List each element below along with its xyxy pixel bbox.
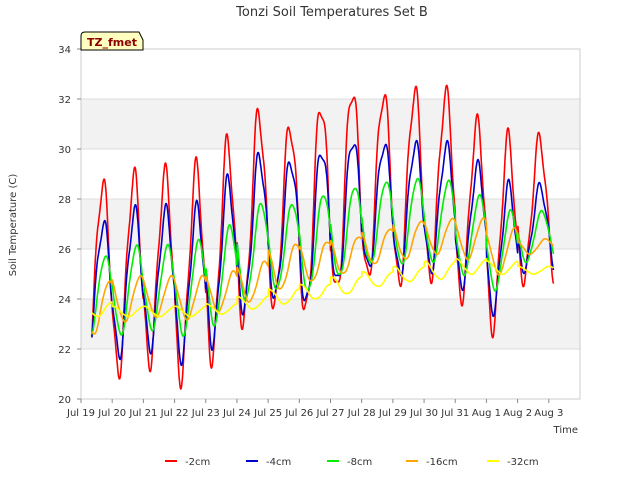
series-lines [91, 84, 555, 390]
x-tick-label: Jul 25 [253, 408, 282, 419]
x-tick-label: Aug 1 [472, 408, 501, 419]
y-tick-label: 26 [58, 245, 71, 256]
y-tick-label: 22 [58, 345, 71, 356]
x-tick-label: Jul 31 [440, 408, 469, 419]
series-line-neg4cm [91, 139, 555, 367]
x-tick-label: Jul 29 [378, 408, 407, 419]
series-line-neg16cm [91, 217, 555, 335]
x-tick-label: Jul 20 [97, 408, 126, 419]
site-label-badge [80, 31, 144, 51]
y-tick-label: 28 [58, 195, 71, 206]
series-line-neg8cm [91, 177, 555, 337]
legend-label: -4cm [266, 457, 291, 468]
plot-band [81, 99, 580, 149]
x-tick-label: Jul 23 [191, 408, 220, 419]
y-tick-label: 32 [58, 95, 71, 106]
x-tick-label: Jul 28 [347, 408, 376, 419]
y-axis-ticks: 20 22 24 26 28 30 32 34 [58, 45, 81, 406]
x-tick-label: Aug 2 [503, 408, 532, 419]
plot-band [81, 299, 580, 349]
legend-label: -16cm [426, 457, 458, 468]
x-tick-label: Jul 22 [160, 408, 189, 419]
legend: -2cm -4cm -8cm -16cm -32cm [165, 457, 539, 468]
plot-background [81, 49, 580, 399]
x-tick-label: Jul 19 [66, 408, 95, 419]
y-tick-label: 34 [58, 45, 71, 56]
x-tick-label: Jul 27 [316, 408, 345, 419]
series-line-neg32cm [91, 258, 554, 318]
legend-label: -8cm [347, 457, 372, 468]
x-tick-label: Jul 24 [222, 408, 251, 419]
y-axis-label: Soil Temperature (C) [8, 174, 19, 277]
x-tick-label: Jul 21 [128, 408, 157, 419]
x-tick-label: Aug 3 [534, 408, 563, 419]
legend-label: -2cm [185, 457, 210, 468]
legend-label: -32cm [507, 457, 539, 468]
x-tick-label: Jul 30 [409, 408, 438, 419]
chart-title: Tonzi Soil Temperatures Set B [235, 5, 428, 20]
y-tick-label: 20 [58, 395, 71, 406]
x-tick-label: Jul 26 [284, 408, 313, 419]
series-line-neg2cm [91, 84, 555, 390]
site-label: TZ_fmet [87, 36, 137, 49]
y-tick-label: 30 [58, 145, 71, 156]
site-label-box: TZ_fmet [80, 31, 144, 51]
y-tick-label: 24 [58, 295, 71, 306]
x-axis-ticks: Jul 19 Jul 20 Jul 21 Jul 22 Jul 23 Jul 24 Jul … [66, 399, 563, 419]
x-axis-label: Time [553, 425, 578, 436]
